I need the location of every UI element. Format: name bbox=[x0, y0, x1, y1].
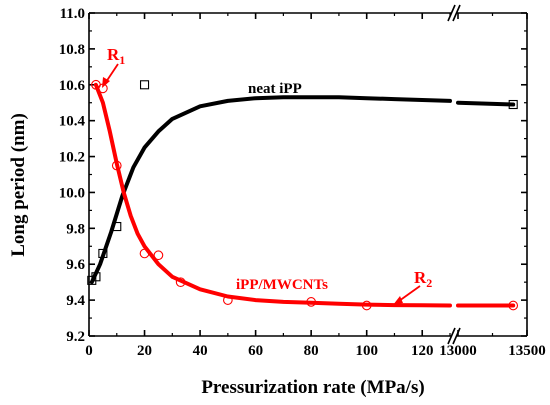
x-tick-label: 80 bbox=[304, 343, 319, 359]
x-tick-label: 100 bbox=[355, 343, 378, 359]
data-point-neat-ipp bbox=[508, 99, 518, 110]
y-tick-label: 9.8 bbox=[66, 221, 85, 237]
data-point-neat-ipp bbox=[91, 272, 101, 282]
x-tick-label: 13500 bbox=[508, 343, 546, 359]
data-point-ipp-mwcnts bbox=[153, 250, 164, 261]
r1-arrow bbox=[105, 63, 119, 83]
y-tick-label: 10.6 bbox=[59, 78, 86, 94]
fit-curve-neat-ipp bbox=[89, 95, 452, 285]
data-point-ipp-mwcnts bbox=[222, 295, 233, 305]
r2-annotation: R2 bbox=[393, 268, 432, 305]
data-markers bbox=[87, 79, 519, 311]
y-tick-label: 10.4 bbox=[59, 114, 86, 130]
r2-arrow bbox=[398, 285, 421, 302]
data-point-ipp-mwcnts bbox=[361, 300, 372, 311]
data-point-ipp-mwcnts bbox=[175, 277, 186, 288]
x-axis-title: Pressurization rate (MPa/s) bbox=[201, 377, 424, 398]
r1-arrowhead bbox=[102, 77, 110, 88]
axis-break-top-a bbox=[447, 4, 456, 22]
r2-arrowhead bbox=[393, 296, 403, 305]
y-tick-label: 10.2 bbox=[59, 150, 85, 166]
data-point-ipp-mwcnts bbox=[139, 248, 150, 259]
x-tick-label: 0 bbox=[85, 343, 93, 359]
x-tick-label: 60 bbox=[248, 343, 263, 359]
axes: 9.2 9.4 9.6 9.8 10.0 10.2 10.4 10.6 10.8 11.0 0 20 4… bbox=[59, 6, 546, 359]
y-tick-label: 11.0 bbox=[60, 6, 85, 22]
r1-sub: 1 bbox=[119, 53, 125, 67]
r1-annotation: R1 bbox=[102, 45, 125, 88]
fit-curve-ipp-mwcnts bbox=[93, 82, 452, 308]
data-point-ipp-mwcnts bbox=[306, 297, 317, 307]
x-tick-label: 40 bbox=[193, 343, 208, 359]
y-tick-label: 10.0 bbox=[59, 185, 85, 201]
y-tick-label: 9.6 bbox=[66, 257, 85, 273]
fit-curve-tail-neat-ipp bbox=[456, 100, 516, 107]
r2-main: R bbox=[414, 268, 427, 287]
data-point-neat-ipp bbox=[112, 221, 122, 232]
x-tick-label: 13000 bbox=[439, 343, 477, 359]
ipp-mwcnts-label: iPP/MWCNTs bbox=[236, 277, 328, 293]
data-point-ipp-mwcnts bbox=[111, 160, 122, 171]
data-point-ipp-mwcnts bbox=[508, 300, 519, 311]
y-tick-label: 10.8 bbox=[59, 42, 85, 58]
data-point-neat-ipp bbox=[98, 248, 108, 259]
neat-ipp-label: neat iPP bbox=[248, 81, 302, 97]
y-axis-title: Long period (nm) bbox=[8, 113, 29, 257]
fit-curves bbox=[89, 82, 516, 308]
x-tick-label: 120 bbox=[411, 343, 434, 359]
data-point-neat-ipp bbox=[139, 80, 150, 90]
axis-break-bottom-b bbox=[452, 327, 461, 345]
y-tick-label: 9.2 bbox=[66, 329, 85, 345]
plot-frame bbox=[88, 4, 528, 345]
r1-main: R bbox=[107, 45, 120, 64]
r2-sub: 2 bbox=[426, 276, 432, 290]
axis-break-top-b bbox=[452, 4, 461, 22]
y-tick-label: 9.4 bbox=[66, 293, 85, 309]
x-tick-label: 20 bbox=[137, 343, 152, 359]
axis-break-bottom-a bbox=[447, 327, 456, 345]
svg-text:R1: R1 bbox=[107, 45, 125, 67]
svg-text:R2: R2 bbox=[414, 268, 432, 290]
